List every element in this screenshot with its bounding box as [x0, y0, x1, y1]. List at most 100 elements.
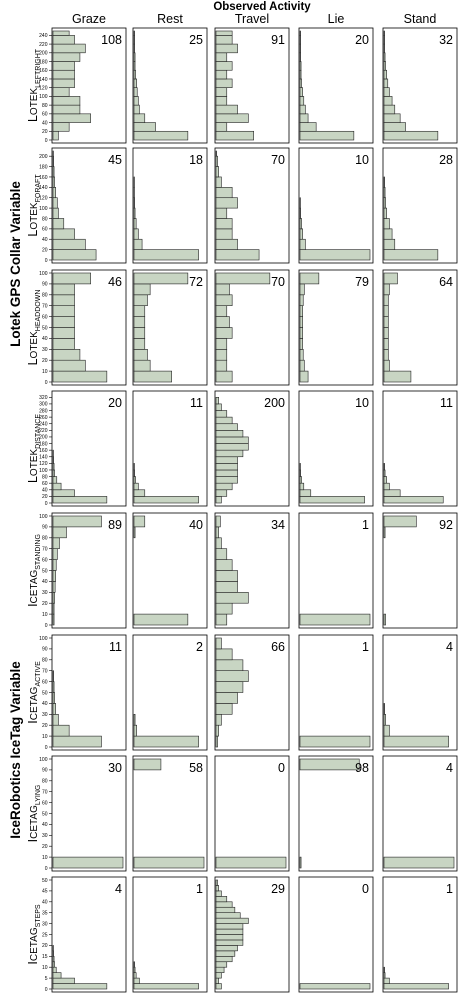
panel-value-label: 70	[271, 275, 285, 289]
histogram-bar	[133, 272, 189, 285]
histogram-bar	[133, 130, 189, 141]
histogram-bar	[215, 469, 238, 477]
histogram-bar	[133, 197, 135, 209]
row-label-prefix-rest: OTEK	[29, 202, 40, 230]
y-tick-label: 120	[39, 85, 48, 91]
panel-frame	[132, 147, 208, 264]
row-label-steps: ICETAGSTEPS	[26, 904, 42, 964]
histogram-bar	[299, 489, 312, 497]
histogram-bar	[52, 955, 55, 963]
y-tick-label: 140	[39, 185, 48, 191]
histogram-bar	[383, 476, 387, 484]
histogram-bar	[52, 591, 55, 604]
histogram-bar	[52, 570, 56, 582]
histogram-bar	[133, 515, 146, 528]
histogram-bar	[299, 613, 371, 626]
histogram-bar	[215, 436, 249, 444]
histogram-bar	[133, 713, 136, 726]
histogram-bar	[383, 348, 389, 361]
column-header-stand: Stand	[404, 12, 437, 26]
histogram-bar	[299, 370, 309, 383]
panel-row-steps: ICETAGSTEPS 0 5 10 15 20 25 30 35 40 45 50 4 1 29 0 1	[26, 876, 458, 993]
y-tick-label: 20	[42, 358, 48, 364]
y-tick-label: 10	[42, 855, 48, 861]
histogram-bar	[133, 294, 148, 306]
histogram-bar	[215, 537, 222, 549]
histogram-bar	[383, 463, 385, 471]
histogram-bar	[215, 559, 233, 571]
row-label-prefix-rest: OTEK	[29, 449, 40, 477]
y-tick-label: 200	[39, 154, 48, 160]
histogram-bar	[383, 489, 401, 497]
row-label-prefix-initial: I	[26, 603, 40, 606]
panel-steps-travel: 29	[214, 876, 290, 993]
histogram-bar	[215, 983, 222, 990]
y-tick-label: 40	[42, 120, 48, 126]
histogram-bar	[133, 496, 199, 504]
histogram-bar	[215, 901, 233, 908]
panel-frame	[298, 755, 374, 872]
histogram-bar	[52, 526, 67, 539]
histogram-bar	[215, 249, 260, 261]
histogram-bar	[52, 966, 57, 973]
row-label-headdown: LOTEKHEADDOWN	[26, 290, 42, 366]
histogram-bar	[133, 972, 137, 979]
panel-active-stand: 4	[382, 634, 458, 751]
panel-value-label: 1	[362, 518, 369, 532]
column-header-travel: Travel	[235, 12, 269, 26]
histogram-bar	[52, 537, 60, 549]
histogram-bar	[215, 30, 233, 36]
histogram-bar	[299, 856, 302, 869]
y-tick-label: 80	[42, 293, 48, 299]
histogram-bar	[52, 670, 54, 682]
histogram-bar	[299, 272, 320, 285]
histogram-bar	[299, 130, 355, 141]
histogram-bar	[52, 735, 102, 748]
histogram-bar	[383, 283, 390, 296]
histogram-bar	[383, 703, 385, 715]
histogram-bar	[215, 443, 249, 451]
histogram-bar	[215, 950, 236, 957]
histogram-bar	[52, 61, 75, 71]
histogram-bar	[383, 526, 386, 539]
histogram-bar	[215, 430, 244, 438]
histogram-bar	[215, 348, 228, 361]
panel-value-label: 2	[196, 640, 203, 654]
row-label-prefix-initial: L	[26, 115, 40, 122]
histogram-bar	[52, 272, 91, 285]
y-tick-label: 40	[42, 237, 48, 243]
histogram-bar	[52, 187, 56, 199]
row-label-subscript: STEPS	[35, 904, 42, 927]
y-tick-label: 60	[42, 314, 48, 320]
histogram-bar	[215, 526, 219, 539]
y-tick-label: 100	[39, 636, 48, 642]
panel-value-label: 25	[189, 33, 203, 47]
histogram-bar	[299, 43, 301, 54]
panel-steps-rest: 1	[132, 876, 208, 993]
histogram-bar	[383, 856, 455, 869]
histogram-bar	[52, 456, 54, 464]
histogram-bar	[299, 327, 303, 339]
histogram-bar	[299, 35, 301, 45]
panel-value-label: 58	[189, 761, 203, 775]
histogram-bar	[299, 983, 371, 990]
histogram-bar	[299, 87, 303, 97]
histogram-bar	[133, 78, 137, 88]
histogram-bar	[215, 476, 238, 484]
histogram-bar	[383, 359, 390, 372]
histogram-bar	[215, 69, 228, 80]
panel-distance-travel: 200	[214, 390, 290, 507]
y-tick-label: 160	[39, 448, 48, 454]
histogram-bar	[215, 166, 219, 178]
histogram-bar	[383, 104, 396, 115]
panel-value-label: 1	[196, 882, 203, 896]
y-tick-label: 100	[39, 94, 48, 100]
panel-value-label: 4	[446, 761, 453, 775]
panel-foraft-travel: 70	[214, 147, 290, 264]
histogram-bar	[52, 78, 75, 88]
histogram-bar	[133, 43, 135, 54]
histogram-bar	[383, 249, 439, 261]
panel-headdown-rest: 72	[132, 269, 208, 386]
histogram-bar	[383, 983, 449, 990]
y-tick-label: 40	[42, 336, 48, 342]
